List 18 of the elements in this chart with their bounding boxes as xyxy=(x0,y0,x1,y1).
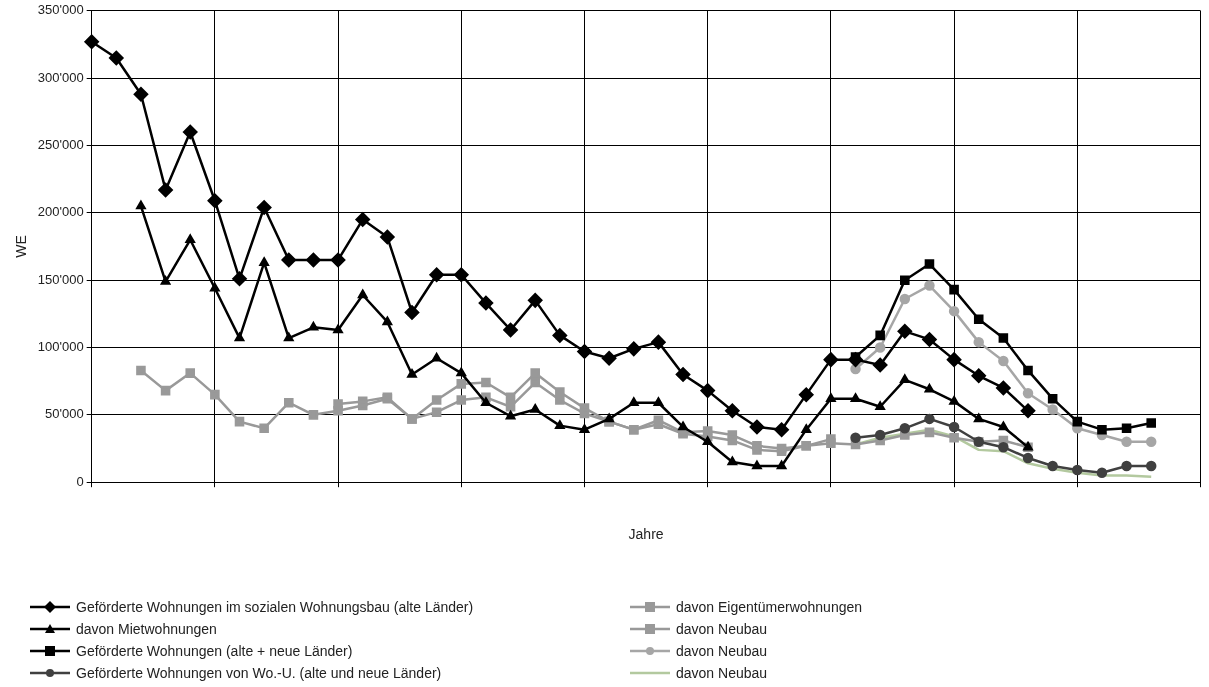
legend-label: davon Mietwohnungen xyxy=(76,621,217,637)
y-tick-label: 50'000 xyxy=(45,406,84,422)
legend-label: davon Eigentümerwohnungen xyxy=(676,599,863,615)
legend-label: Geförderte Wohnungen (alte + neue Länder) xyxy=(76,643,353,659)
legend-label: Geförderte Wohnungen im sozialen Wohnungsbau (alte Länder) xyxy=(76,599,474,615)
legend-label: davon Neubau xyxy=(676,621,768,637)
y-tick-label: 100'000 xyxy=(37,339,84,355)
y-tick-label: 200'000 xyxy=(37,204,84,220)
x-axis-title: Jahre xyxy=(628,526,664,543)
legend-label: davon Neubau xyxy=(676,665,768,681)
legend-label: davon Neubau xyxy=(676,643,768,659)
legend-label: Geförderte Wohnungen von Wo.-U. (alte und neue Länder) xyxy=(76,665,442,681)
y-tick-label: 250'000 xyxy=(37,137,84,153)
y-tick-label: 150'000 xyxy=(37,271,84,287)
y-tick-label: 300'000 xyxy=(37,69,84,85)
y-axis-title: WE xyxy=(13,235,30,258)
y-tick-label: 350'000 xyxy=(37,2,84,18)
y-tick-label: 0 xyxy=(76,473,84,489)
